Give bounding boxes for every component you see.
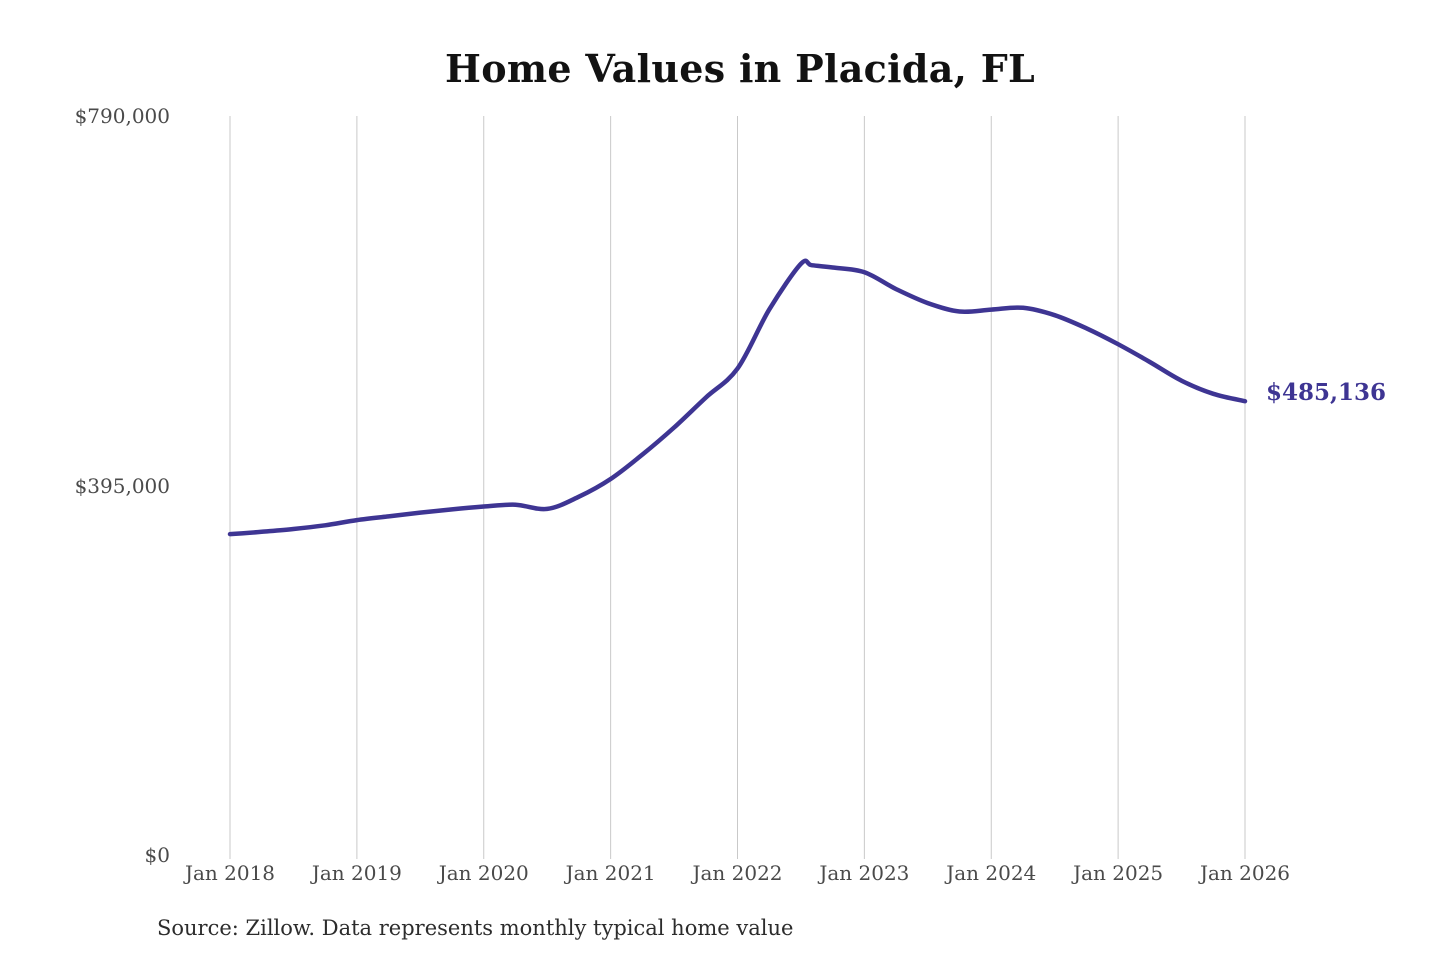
- x-tick-label: Jan 2024: [946, 861, 1037, 885]
- x-tick-label: Jan 2018: [184, 861, 276, 885]
- x-tick-label: Jan 2022: [692, 861, 783, 885]
- x-tick-label: Jan 2023: [819, 861, 910, 885]
- end-value-label: $485,136: [1266, 379, 1387, 407]
- x-tick-label: Jan 2019: [311, 861, 402, 885]
- y-tick-label: $0: [144, 843, 170, 867]
- x-tick-label: Jan 2021: [565, 861, 656, 885]
- x-tick-label: Jan 2020: [438, 861, 529, 885]
- y-tick-label: $395,000: [74, 473, 170, 498]
- x-tick-label: Jan 2026: [1199, 861, 1291, 885]
- y-tick-label: $790,000: [74, 104, 170, 128]
- chart-title: Home Values in Placida, FL: [445, 46, 1035, 91]
- x-tick-label: Jan 2025: [1073, 861, 1164, 885]
- source-note: Source: Zillow. Data represents monthly …: [157, 916, 794, 940]
- home-value-line: [227, 258, 1248, 537]
